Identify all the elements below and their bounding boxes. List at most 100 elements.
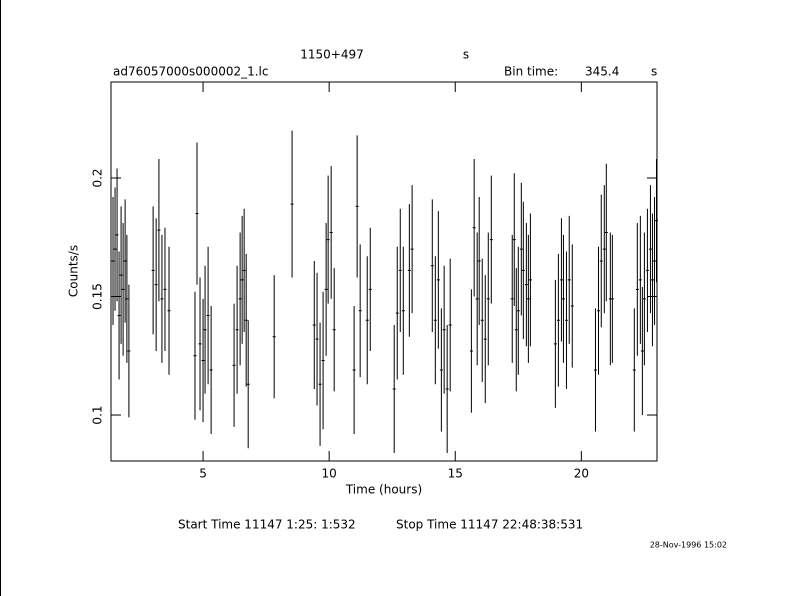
error-bar (321, 291, 325, 430)
error-bar (235, 265, 239, 394)
error-bar (652, 196, 656, 325)
error-bar (160, 234, 164, 363)
error-bar (442, 265, 446, 394)
error-bar (395, 246, 399, 380)
error-bar (472, 159, 476, 297)
error-bar (475, 232, 479, 366)
error-bar (524, 223, 528, 347)
y-tick-label: 0.2 (91, 168, 105, 187)
error-bar (125, 234, 129, 363)
error-bar (193, 291, 197, 420)
error-bar (163, 227, 167, 352)
error-bar (561, 234, 565, 363)
bin-time-unit: s (651, 65, 657, 79)
error-bar (401, 246, 405, 375)
error-bar (198, 277, 202, 411)
error-bar (209, 305, 213, 434)
x-tick-label: 5 (199, 467, 207, 481)
error-bar (567, 215, 571, 344)
error-bar (238, 232, 242, 366)
error-bar (352, 305, 356, 434)
stop-time: Stop Time 11147 22:48:38:531 (396, 518, 583, 532)
error-bar (203, 265, 207, 394)
error-bar (489, 175, 493, 304)
x-tick-label: 15 (448, 467, 463, 481)
error-bar (645, 208, 649, 333)
timestamp: 28-Nov-1996 15:02 (650, 541, 727, 550)
x-tick-label: 10 (322, 467, 337, 481)
error-bar (326, 175, 330, 304)
error-bar (480, 258, 484, 382)
error-bar (123, 199, 127, 323)
error-bar (448, 258, 452, 392)
error-bar (430, 199, 434, 333)
error-bar (469, 289, 473, 413)
error-bar (642, 232, 646, 366)
start-time: Start Time 11147 1:25: 1:532 (178, 518, 356, 532)
error-bar (315, 272, 319, 406)
error-bar (486, 232, 490, 366)
error-bar (240, 215, 244, 344)
error-bar (638, 215, 642, 344)
error-bar (436, 211, 440, 349)
error-bar (521, 201, 525, 340)
error-bar (602, 185, 606, 314)
error-bar (596, 246, 600, 375)
error-bar (654, 159, 658, 283)
file-name: ad76057000s000002_1.lc (113, 65, 269, 79)
error-bar (410, 185, 414, 314)
y-tick-label: 0.15 (91, 283, 105, 310)
error-bar (167, 246, 171, 375)
error-bar (355, 135, 359, 278)
error-bar (246, 320, 250, 449)
error-bar (113, 187, 117, 311)
error-bar (111, 196, 115, 325)
error-bar (516, 246, 520, 375)
y-tick-label: 0.1 (91, 405, 105, 424)
y-axis-label: Counts/s (67, 245, 81, 297)
error-bar (648, 185, 652, 314)
error-bar (559, 218, 563, 342)
error-bar (329, 166, 333, 299)
error-bar (365, 256, 369, 385)
error-bar (195, 142, 199, 285)
error-bar (556, 253, 560, 387)
title-unit: s (463, 48, 469, 62)
error-bar (526, 234, 530, 363)
error-bar (610, 234, 614, 363)
error-bar (519, 182, 523, 316)
bin-time: 345.4 (585, 65, 619, 79)
error-bar (358, 244, 362, 378)
error-bar (604, 163, 608, 302)
error-bar (117, 251, 121, 380)
x-tick-label: 20 (574, 467, 589, 481)
error-bar (593, 308, 597, 432)
error-bar (290, 130, 294, 278)
x-axis-label: Time (hours) (345, 483, 422, 497)
error-bar (272, 275, 276, 399)
error-bar (512, 173, 516, 306)
error-bar (599, 194, 603, 328)
error-bar (632, 308, 636, 432)
error-bar (154, 218, 158, 352)
chart-title: 1150+497 (300, 48, 364, 62)
error-bar (439, 308, 443, 432)
plot-frame (110, 81, 658, 462)
error-bar (119, 206, 123, 344)
error-bar (242, 208, 246, 333)
error-bar (570, 244, 574, 368)
error-bar (324, 223, 328, 356)
error-bar (553, 279, 557, 408)
error-bar (157, 159, 161, 302)
error-bar (635, 223, 639, 356)
error-bar (433, 256, 437, 385)
error-bar (407, 204, 411, 337)
error-bar (244, 253, 248, 387)
error-bar (127, 284, 131, 418)
error-bar (206, 246, 210, 385)
error-bar (650, 213, 654, 347)
error-bar (332, 268, 336, 392)
error-bar (398, 208, 402, 333)
